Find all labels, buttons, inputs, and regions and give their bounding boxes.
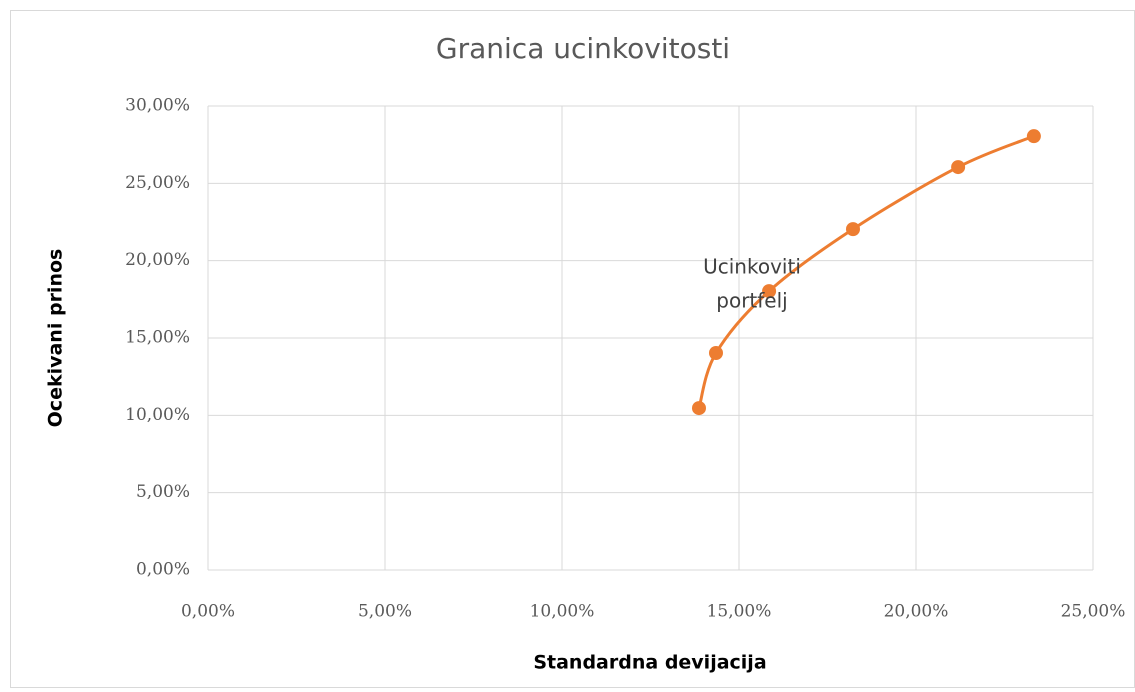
y-tick-label: 25,00% [125,173,190,193]
data-point [708,346,723,361]
annotation: Ucinkoviti [703,255,801,279]
chart-border [10,10,1135,688]
data-point [691,401,706,416]
x-axis-title: Standardna devijacija [533,652,766,674]
data-point [951,160,966,175]
x-tick-label: 0,00% [181,602,235,622]
y-axis-title: Ocekivani prinos [45,249,67,428]
y-tick-label: 0,00% [136,560,190,580]
data-point [845,222,860,237]
chart-title: Granica ucinkovitosti [436,32,730,65]
y-tick-label: 5,00% [136,482,190,502]
annotation: portfelj [716,289,787,313]
data-point [1026,129,1041,144]
x-tick-label: 10,00% [530,602,595,622]
y-tick-label: 20,00% [125,250,190,270]
y-tick-label: 15,00% [125,328,190,348]
x-tick-label: 20,00% [884,602,949,622]
x-tick-label: 15,00% [707,602,772,622]
y-tick-label: 30,00% [125,96,190,116]
x-tick-label: 5,00% [358,602,412,622]
data-point [762,284,777,299]
y-tick-label: 10,00% [125,405,190,425]
x-tick-label: 25,00% [1061,602,1126,622]
